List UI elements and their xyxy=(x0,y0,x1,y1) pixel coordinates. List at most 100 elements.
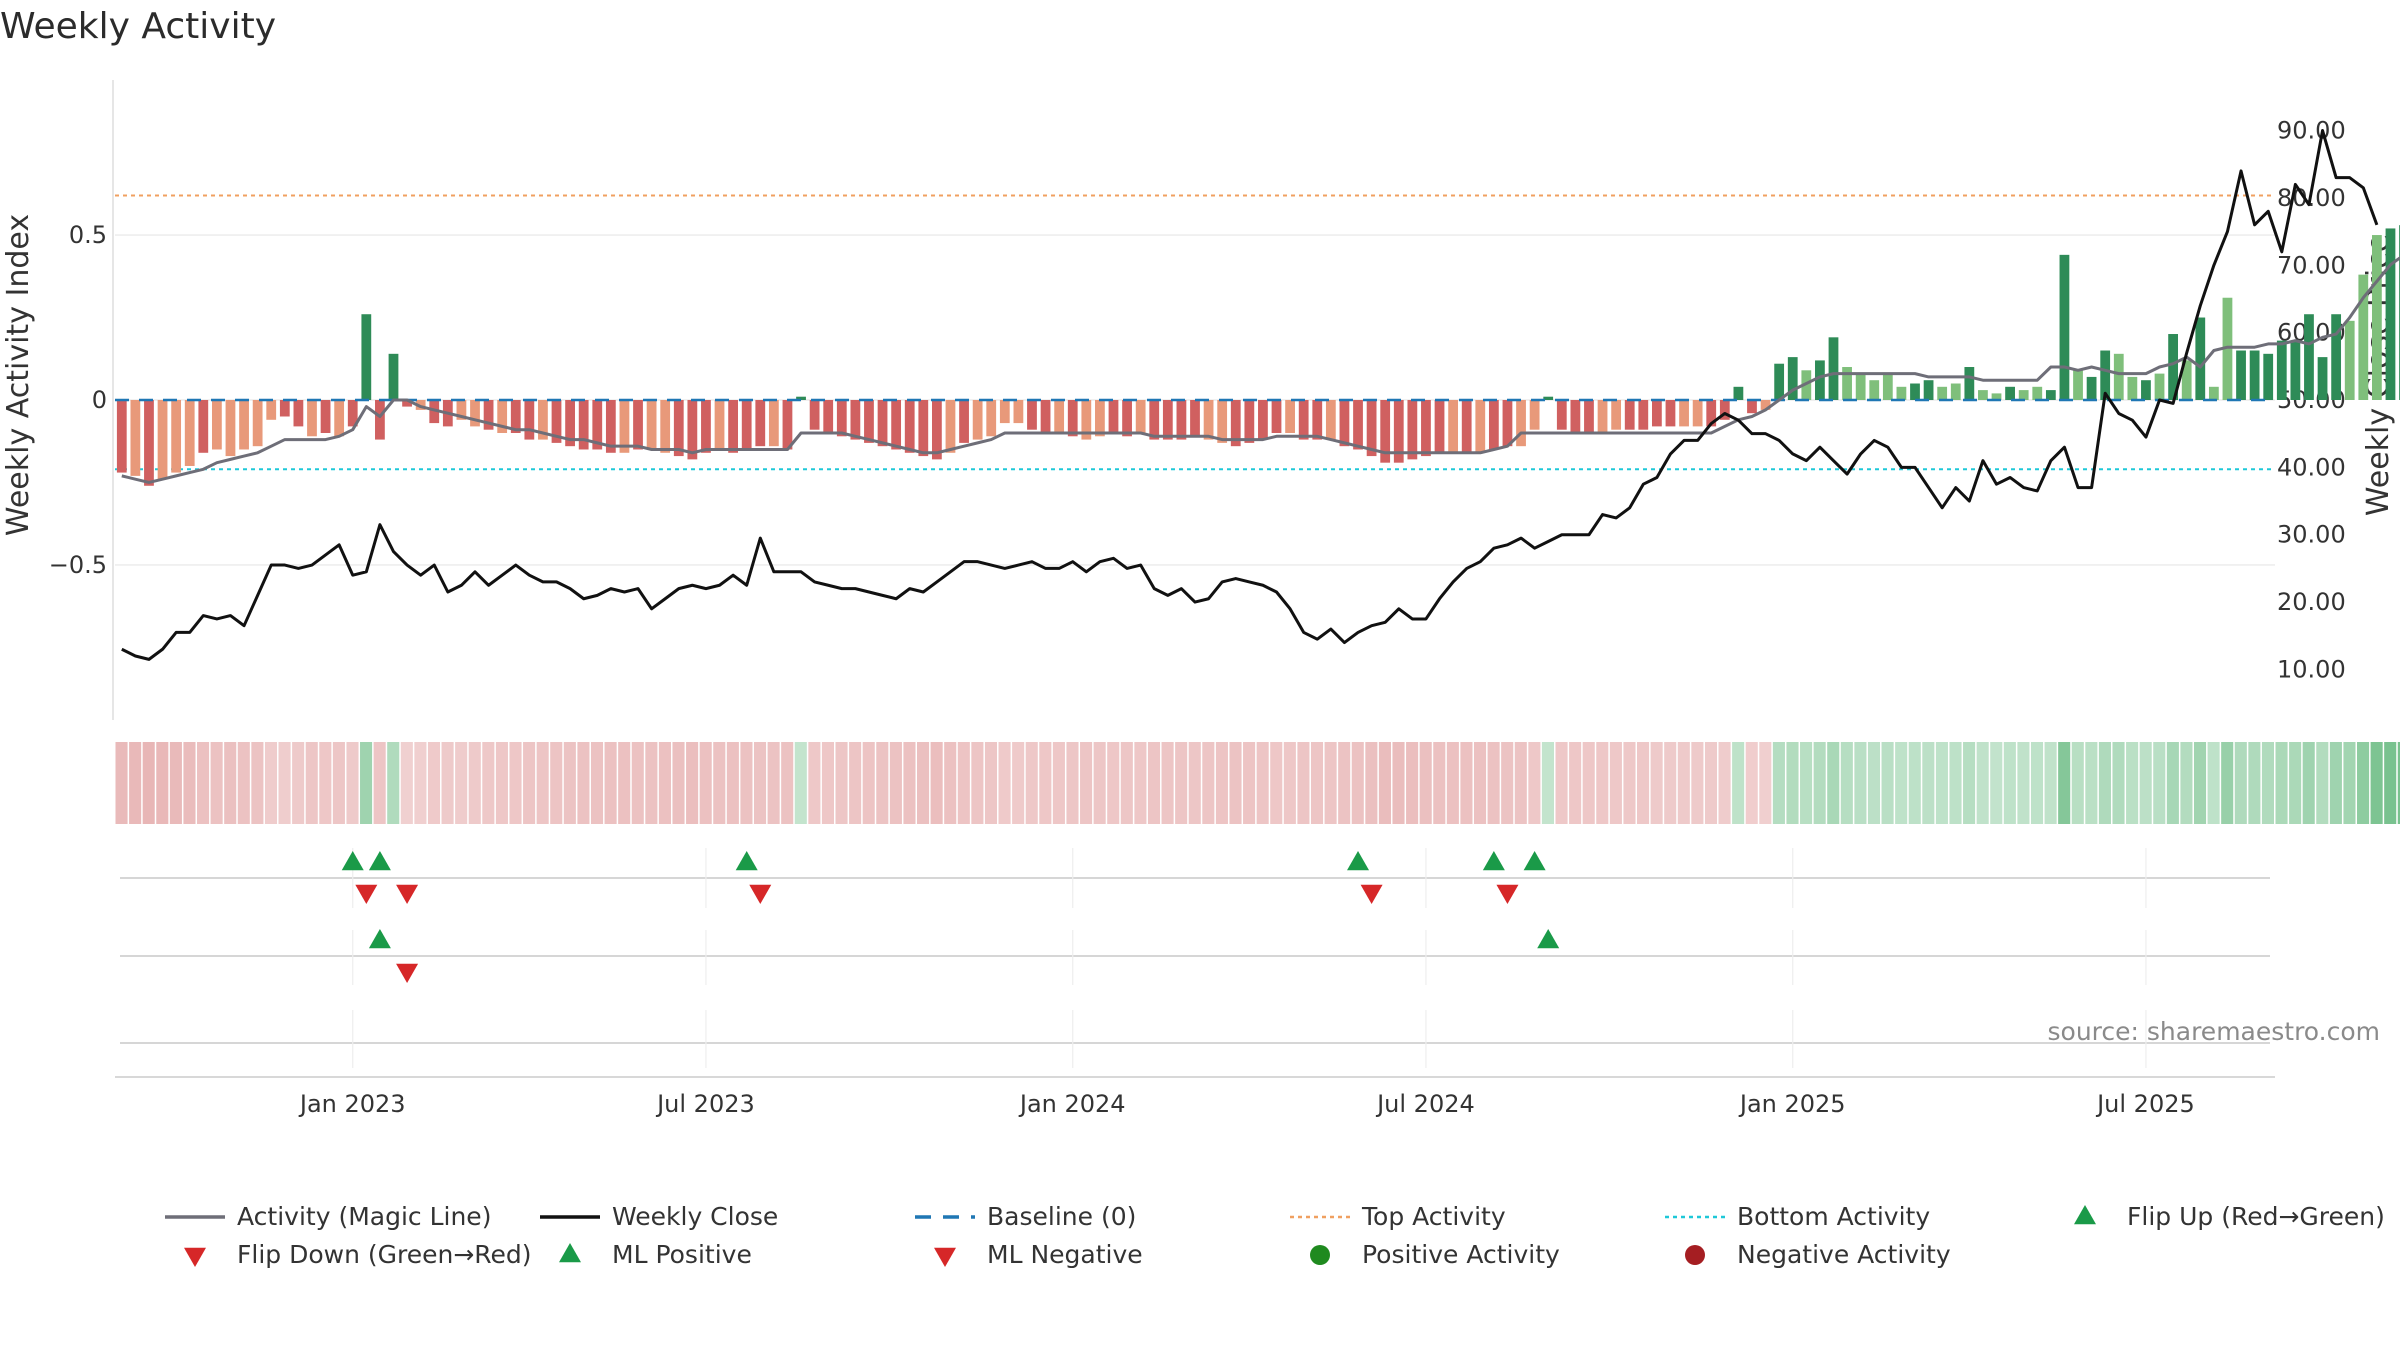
y2-tick-label: 20.00 xyxy=(2277,588,2346,616)
x-tick-label: Jul 2024 xyxy=(1375,1090,1475,1118)
heat-cell xyxy=(1229,742,1242,824)
legend-label: Baseline (0) xyxy=(987,1202,1136,1231)
activity-bar xyxy=(2181,360,2192,400)
activity-bar xyxy=(578,400,589,450)
activity-bar xyxy=(252,400,263,447)
activity-bar xyxy=(2236,350,2246,400)
activity-bar xyxy=(1135,400,1146,433)
legend-swatch xyxy=(934,1247,956,1267)
activity-bar xyxy=(1529,400,1540,430)
heat-cell xyxy=(1134,742,1147,824)
heat-cell xyxy=(1813,742,1826,824)
activity-bar xyxy=(1353,400,1363,450)
activity-bar xyxy=(1733,386,1744,400)
heat-cell xyxy=(2370,742,2383,824)
activity-bar xyxy=(2032,386,2043,400)
heat-cell xyxy=(319,742,332,824)
activity-bar xyxy=(1081,400,1092,440)
activity-bar xyxy=(918,400,929,457)
activity-bar xyxy=(1638,400,1649,430)
activity-bar xyxy=(1964,367,1975,400)
activity-bar xyxy=(1122,400,1132,437)
activity-bar xyxy=(497,400,508,433)
legend-swatch xyxy=(2074,1205,2096,1225)
heat-cell xyxy=(509,742,522,824)
activity-bar xyxy=(1502,400,1513,447)
x-tick-label: Jan 2024 xyxy=(1018,1090,1126,1118)
heat-cell xyxy=(1392,742,1405,824)
activity-bar xyxy=(225,400,236,457)
activity-bar xyxy=(1611,400,1622,430)
activity-bar xyxy=(782,400,793,450)
heat-cell xyxy=(427,742,441,824)
heat-cell xyxy=(1270,742,1283,824)
heat-cell xyxy=(1473,742,1487,824)
y-tick-label: 0.5 xyxy=(69,221,107,249)
heat-cell xyxy=(1324,742,1337,824)
activity-bar xyxy=(755,400,766,447)
legend-label: Top Activity xyxy=(1361,1202,1506,1231)
heat-cell xyxy=(1745,742,1758,824)
heat-cell xyxy=(1025,742,1038,824)
activity-bar xyxy=(673,400,684,457)
heat-cell xyxy=(1718,742,1731,824)
heat-cell xyxy=(1378,742,1391,824)
activity-bar xyxy=(1203,400,1214,440)
heat-cell xyxy=(2085,742,2098,824)
activity-bar xyxy=(836,400,847,437)
heat-cell xyxy=(1772,742,1785,824)
activity-bar xyxy=(796,396,806,400)
activity-bar xyxy=(1421,400,1431,457)
heat-cell xyxy=(1949,742,1962,824)
heat-cell xyxy=(1147,742,1161,824)
activity-bar xyxy=(1855,373,1866,400)
activity-bar xyxy=(375,400,385,440)
activity-bar xyxy=(2385,228,2396,400)
heat-cell xyxy=(251,742,264,824)
heat-cell xyxy=(1161,742,1174,824)
activity-bar xyxy=(2127,376,2138,400)
heat-cell xyxy=(930,742,943,824)
legend-swatch xyxy=(1685,1245,1705,1265)
activity-bar xyxy=(1651,400,1662,427)
heat-cell xyxy=(1066,742,1079,824)
heat-cell xyxy=(1786,742,1799,824)
heat-cell xyxy=(2207,742,2220,824)
flip-up-marker xyxy=(341,851,364,871)
activity-bar xyxy=(2154,373,2165,400)
activity-bar xyxy=(2045,390,2056,400)
activity-bar xyxy=(239,400,249,450)
heat-cell xyxy=(2261,742,2274,824)
activity-bar xyxy=(823,400,834,433)
y-tick-label: −0.5 xyxy=(49,551,107,579)
heat-cell xyxy=(1012,742,1025,824)
activity-bar xyxy=(524,400,535,440)
heat-cell xyxy=(2044,742,2057,824)
activity-bar xyxy=(2168,334,2179,400)
heat-cell xyxy=(1487,742,1500,824)
activity-bar xyxy=(2304,314,2314,400)
flip-down-marker xyxy=(1496,884,1519,904)
activity-bar xyxy=(1787,357,1798,400)
heat-cell xyxy=(1406,742,1419,824)
activity-bar xyxy=(1095,400,1105,437)
heat-cell xyxy=(1419,742,1432,824)
activity-bar xyxy=(2113,353,2124,400)
legend-label: Weekly Close xyxy=(612,1202,778,1231)
heat-cell xyxy=(2153,742,2166,824)
activity-bar xyxy=(864,400,874,443)
heat-cell xyxy=(1433,742,1446,824)
heat-cell xyxy=(672,742,685,824)
heat-cell xyxy=(903,742,916,824)
heat-cell xyxy=(808,742,821,824)
heat-cell xyxy=(1175,742,1188,824)
heat-cell xyxy=(2397,742,2400,824)
heat-cell xyxy=(917,742,930,824)
activity-bar xyxy=(130,400,141,476)
heat-cell xyxy=(1243,742,1256,824)
x-tick-label: Jul 2025 xyxy=(2095,1090,2195,1118)
heat-cell xyxy=(1759,742,1772,824)
activity-bar xyxy=(1027,400,1037,430)
activity-bar xyxy=(1380,400,1391,463)
heat-cell xyxy=(278,742,291,824)
